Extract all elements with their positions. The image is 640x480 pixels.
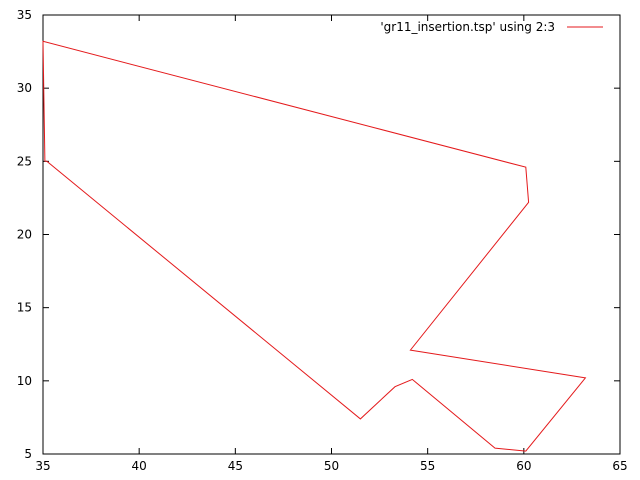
y-tick-label: 25 xyxy=(17,154,32,168)
plot-border xyxy=(42,14,621,455)
y-tick-label: 5 xyxy=(24,447,32,461)
y-tick-label: 20 xyxy=(17,228,32,242)
data-point xyxy=(525,167,526,168)
series-layer xyxy=(42,40,587,452)
x-tick-label: 45 xyxy=(228,459,243,473)
data-point xyxy=(410,350,411,351)
x-tick-label: 35 xyxy=(35,459,50,473)
legend: 'gr11_insertion.tsp' using 2:3 xyxy=(380,20,603,34)
x-tick-label: 65 xyxy=(612,459,627,473)
x-tick-label: 55 xyxy=(420,459,435,473)
data-point xyxy=(525,450,526,451)
ticks-layer: 35 40 45 50 55 60 65 5 10 15 20 25 30 35 xyxy=(17,8,628,473)
y-tick-label: 15 xyxy=(17,301,32,315)
y-tick-label: 35 xyxy=(17,8,32,22)
x-tick-label: 40 xyxy=(132,459,147,473)
data-point xyxy=(360,418,361,419)
data-point xyxy=(394,386,395,387)
y-tick-label: 30 xyxy=(17,81,32,95)
x-tick-label: 50 xyxy=(324,459,339,473)
data-point xyxy=(494,448,495,449)
x-tick-label: 60 xyxy=(516,459,531,473)
data-point xyxy=(42,41,43,42)
data-point xyxy=(44,161,45,162)
series-line xyxy=(42,40,587,452)
data-point xyxy=(412,379,413,380)
data-point xyxy=(46,161,47,162)
data-point xyxy=(528,202,529,203)
data-point xyxy=(585,377,586,378)
y-tick-label: 10 xyxy=(17,374,32,388)
legend-label: 'gr11_insertion.tsp' using 2:3 xyxy=(380,20,555,34)
